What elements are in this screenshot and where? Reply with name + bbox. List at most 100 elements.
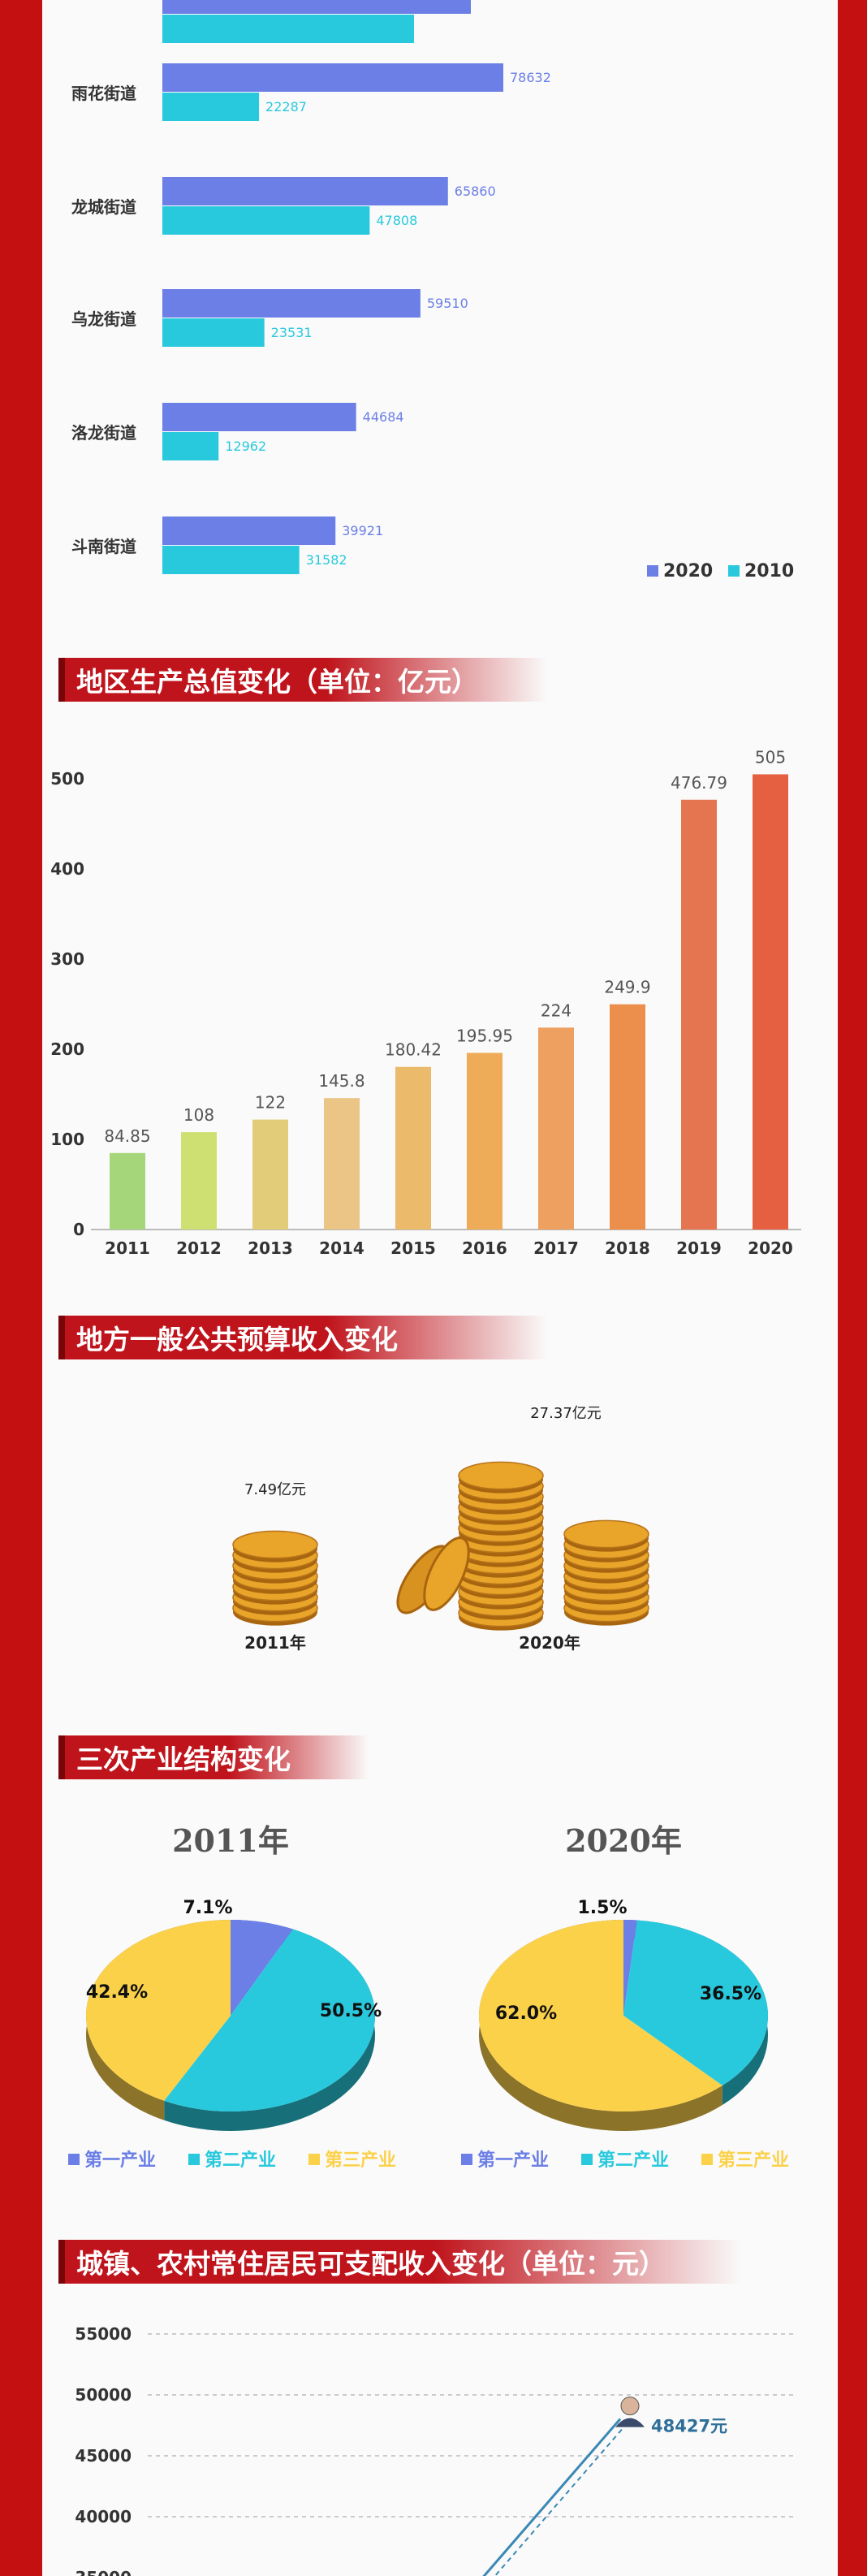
bar-value-label: 65860 [455,184,496,199]
value-label: 27.37亿元 [530,1405,602,1422]
pie-slice-side [478,1920,722,2131]
y-tick-label: 400 [50,859,84,879]
pie-slice [478,1920,722,2111]
bar-value-label: 31582 [306,552,347,568]
y-tick-label: 0 [73,1220,84,1239]
pie-slice-label: 36.5% [700,1984,761,2004]
person-marker-head [620,2397,640,2416]
series-line-dashed [494,2423,628,2576]
pie-slice [623,1920,768,2086]
category-label: 龙城街道 [71,197,136,217]
bar-value-label: 22287 [265,99,307,115]
legend-swatch-2010 [728,565,740,577]
bar-2020 [162,177,448,205]
pie-slice [623,1920,637,2016]
coin [458,1461,544,1490]
bar-value-label: 59510 [427,296,468,311]
legend-label: 第一产业 [477,2150,549,2171]
person-marker-body [615,2418,645,2427]
bar-value-label: 145.8 [318,1071,364,1091]
legend-label: 第二产业 [205,2150,276,2171]
bar [538,1027,574,1230]
bar [324,1098,360,1230]
legend-swatch [701,2154,713,2165]
bar-2010 [162,432,219,460]
legend-swatch-2020 [647,565,658,577]
bar [110,1152,145,1230]
legend-label-2020: 2020 [663,561,713,581]
industry-pie-charts: 2011年 7.1% 50.5% 42.4% 第一产业 第二产业 第三产业 2020年 1.5%… [68,1822,789,2171]
bar-value-label: 249.9 [604,978,650,997]
pie-slice-label: 7.1% [183,1898,232,1918]
bar-2010 [162,93,260,121]
category-label: 2020年 [519,1633,580,1653]
y-tick-label: 55000 [75,2324,132,2344]
bar-2020 [162,63,503,92]
pie-slice-label: 62.0% [495,2003,557,2024]
series-line [482,2418,622,2576]
legend-label-2010: 2010 [744,561,794,581]
x-tick-label: 2011 [105,1238,150,1258]
x-tick-label: 2016 [462,1238,507,1258]
bar-value-label: 12962 [225,439,266,454]
bar [252,1119,288,1230]
coin [423,1537,470,1611]
bar-value-label: 47808 [376,213,417,228]
x-tick-label: 2012 [176,1238,222,1258]
income-title-text: 城镇、农村常住居民可支配收入变化（单位：元） [76,2248,666,2280]
budget-coin-chart: 7.49亿元 27.37亿元 2011年 2020年 [232,1405,649,1653]
category-label: 洛龙街道 [71,423,136,443]
legend-swatch [188,2154,200,2165]
bar-2020 [162,0,471,14]
pie-slice-label: 42.4% [86,1982,148,2003]
bar-value-label: 44684 [363,409,404,425]
bar-2010 [162,206,370,235]
bar-2020 [162,516,336,545]
gdp-bar-chart: 0 100 200 300 400 500 84.85 2011 108 2012 122 2013 1… [50,747,801,1258]
value-label: 7.49亿元 [244,1481,306,1498]
bar-value-label: 476.79 [671,773,727,793]
y-tick-label: 200 [50,1039,84,1059]
coin [563,1519,649,1549]
bar [753,774,788,1230]
y-tick-label: 100 [50,1130,84,1149]
budget-section-title: 地方一般公共预算收入变化 [58,1316,547,1359]
legend-label: 第一产业 [84,2150,156,2171]
pie-slice-label: 1.5% [577,1898,627,1918]
bar-value-label: 84.85 [104,1126,150,1146]
industry-section-title: 三次产业结构变化 [58,1735,369,1779]
gdp-title-text: 地区生产总值变化（单位：亿元） [76,666,478,698]
legend-swatch [308,2154,320,2165]
bar-value-label: 39921 [342,523,383,538]
gdp-section-title: 地区生产总值变化（单位：亿元） [58,658,547,702]
pie-slice [231,1920,293,2016]
legend-swatch [461,2154,472,2165]
pie-slice [164,1929,375,2111]
bar-value-label: 23531 [271,325,313,340]
pie-slice-side [164,1929,375,2131]
x-tick-label: 2014 [319,1238,364,1258]
point-annotation: 48427元 [651,2417,727,2436]
pie-slice [85,1920,231,2101]
district-horizontal-bar-chart: 雨花街道 78632 22287 龙城街道 65860 47808 乌龙街道 59510 235… [71,0,794,581]
income-line-chart: 55000 50000 45000 40000 35000 48427元 [75,2324,797,2576]
bar [181,1132,217,1230]
category-label: 斗南街道 [71,537,136,556]
industry-title-text: 三次产业结构变化 [76,1744,291,1775]
bar-2010 [162,15,414,43]
category-label: 乌龙街道 [71,309,136,329]
x-tick-label: 2015 [390,1238,436,1258]
bar-value-label: 224 [541,1001,572,1020]
x-tick-label: 2017 [533,1238,579,1258]
bar-value-label: 505 [755,747,786,767]
legend-swatch [68,2154,80,2165]
bar [610,1004,645,1230]
x-tick-label: 2018 [605,1238,650,1258]
category-label: 2011年 [244,1633,306,1653]
legend-swatch [581,2154,593,2165]
y-tick-label: 40000 [75,2507,132,2526]
bar-value-label: 108 [183,1105,214,1125]
budget-title-text: 地方一般公共预算收入变化 [76,1324,398,1355]
bar [467,1052,503,1230]
bar-2020 [162,289,421,318]
